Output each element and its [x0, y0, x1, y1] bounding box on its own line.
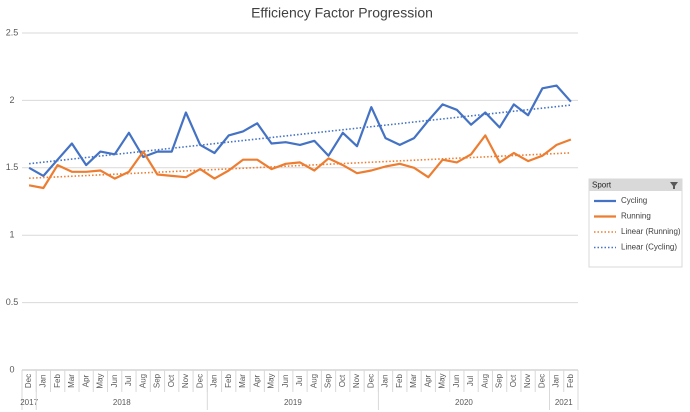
x-tick-label: Mar	[67, 374, 76, 388]
y-tick-label: 0.5	[6, 297, 19, 307]
y-tick-label: 1.5	[6, 162, 19, 172]
x-tick-label: Apr	[252, 374, 261, 387]
legend: Sport Cycling Running Linear (Running) Line…	[588, 178, 683, 268]
x-tick-label: Sep	[495, 373, 504, 388]
x-tick-label: Jun	[281, 375, 290, 388]
x-tick-label: Jul	[466, 376, 475, 386]
x-tick-label: Jul	[295, 376, 304, 386]
x-tick-label: Sep	[153, 373, 162, 388]
x-tick-label: Mar	[409, 374, 418, 388]
x-tick-label: Apr	[81, 374, 90, 387]
series-line	[28, 84, 572, 177]
x-tick-label: Sep	[324, 373, 333, 388]
y-tick-label: 2.5	[6, 27, 19, 37]
x-tick-label: Apr	[423, 374, 432, 387]
x-tick-label: May	[438, 373, 447, 388]
x-tick-label: Jul	[124, 376, 133, 386]
x-tick-label: Dec	[195, 374, 204, 388]
x-tick-label: Jan	[381, 375, 390, 388]
x-tick-label: Oct	[509, 374, 518, 387]
x-tick-label: Oct	[338, 374, 347, 387]
x-tick-label: Jan	[210, 375, 219, 388]
y-tick-label: 2	[9, 95, 14, 105]
legend-header	[589, 179, 682, 191]
x-group-label: 2018	[113, 398, 131, 407]
trendline	[29, 152, 571, 180]
legend-title: Sport	[592, 181, 612, 190]
x-tick-label: Jun	[452, 375, 461, 388]
x-group-label: 2017	[20, 398, 38, 407]
x-tick-label: Aug	[309, 374, 318, 388]
x-tick-label: Nov	[352, 374, 361, 388]
legend-label: Linear (Running)	[621, 227, 681, 236]
x-tick-label: Mar	[238, 374, 247, 388]
x-tick-label: Feb	[224, 374, 233, 388]
x-group-label: 2021	[555, 398, 573, 407]
x-tick-label: Aug	[480, 374, 489, 388]
x-group-label: 2019	[284, 398, 302, 407]
x-tick-label: Feb	[395, 374, 404, 388]
trendline	[29, 104, 571, 165]
x-tick-label: May	[96, 373, 105, 388]
y-tick-label: 0	[9, 364, 14, 374]
x-tick-label: Oct	[167, 374, 176, 387]
x-tick-label: Jun	[110, 375, 119, 388]
x-tick-label: Nov	[181, 374, 190, 388]
legend-label: Linear (Cycling)	[621, 243, 677, 252]
x-tick-label: May	[267, 373, 276, 388]
x-tick-label: Dec	[537, 374, 546, 388]
x-tick-label: Dec	[24, 374, 33, 388]
x-tick-label: Dec	[366, 374, 375, 388]
chart-title: Efficiency Factor Progression	[251, 5, 433, 21]
x-tick-label: Aug	[138, 374, 147, 388]
x-tick-label: Jan	[552, 375, 561, 388]
x-tick-label: Nov	[523, 374, 532, 388]
x-tick-label: Feb	[566, 374, 575, 388]
legend-box	[588, 178, 683, 268]
x-tick-label: Feb	[53, 374, 62, 388]
legend-label: Cycling	[621, 196, 647, 205]
x-group-label: 2020	[455, 398, 473, 407]
filter-icon[interactable]	[670, 182, 678, 189]
x-tick-label: Jan	[38, 375, 47, 388]
series-line	[28, 134, 572, 190]
y-tick-label: 1	[9, 230, 14, 240]
legend-label: Running	[621, 212, 651, 221]
